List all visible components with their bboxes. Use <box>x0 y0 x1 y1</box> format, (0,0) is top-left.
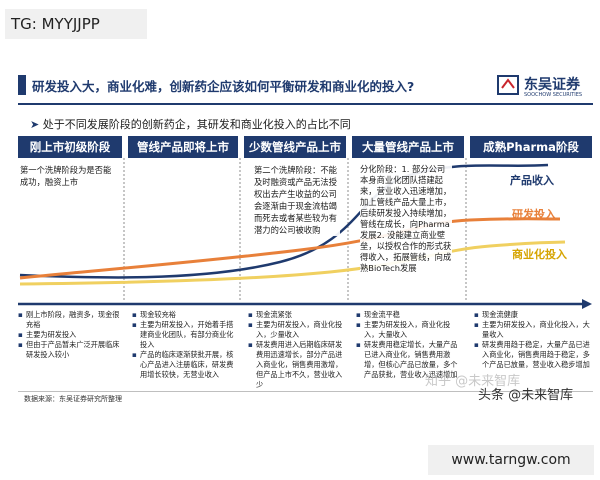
bullets-stage-3: 现金流紧张 主要为研发投入，商业化投入，少量收入 研发费用进入后期临床研发费用迅… <box>248 310 344 390</box>
series-label-product-revenue: 产品收入 <box>510 174 554 187</box>
header-divider <box>18 103 593 105</box>
stage-box-3: 分化阶段：1. 部分公司本身商业化团队搭建起来，营业收入迅速增加，加上管线产品大… <box>360 164 452 274</box>
bullet-item: 研发费用趋于稳定，大量产品已进入商业化，销售费用趋于稳定，多个产品已放量，营业收… <box>474 340 590 370</box>
logo-subtext: SOOCHOW SECURITIES <box>524 92 583 98</box>
bullets-stage-5: 现金流健康 主要为研发投入，商业化投入，大量收入 研发费用趋于稳定，大量产品已进… <box>474 310 590 370</box>
footer-divider <box>18 391 593 392</box>
bullet-item: 主要为研发投入，商业化投入，大量收入 <box>474 320 590 340</box>
telegram-tag: TG: MYYJJPP <box>5 9 147 39</box>
stage-header-4: 大量管线产品上市 <box>352 136 464 158</box>
bullet-item: 刚上市阶段，融资多，现金很充裕 <box>18 310 122 330</box>
bullets-stage-1: 刚上市阶段，融资多，现金很充裕 主要为研发投入 但由于产品暂未广泛开展临床研发投… <box>18 310 122 360</box>
subtitle: ➤ 处于不同发展阶段的创新药企，其研发和商业化投入的占比不同 <box>30 116 351 132</box>
stage-header-2: 管线产品即将上市 <box>128 136 238 158</box>
bullet-item: 研发费用稳定增长，大量产品已进入商业化，销售费用激增，但核心产品已放量，多个产品… <box>356 340 462 380</box>
watermark-zhihu: 知乎 @未来智库 <box>425 374 521 389</box>
bullet-item: 现金较充裕 <box>132 310 238 320</box>
bullets-stage-4: 现金流平稳 主要为研发投入，商业化投入，大量收入 研发费用稳定增长，大量产品已进… <box>356 310 462 380</box>
logo-icon <box>497 75 519 95</box>
bullets-stage-2: 现金较充裕 主要为研发投入，开始着手搭建商业化团队，有部分商业化投入 产品的临床… <box>132 310 238 380</box>
chevron-right-icon: ➤ <box>30 118 40 131</box>
bullet-item: 现金流紧张 <box>248 310 344 320</box>
series-label-rd-investment: 研发投入 <box>512 208 556 221</box>
bullet-item: 产品的临床逐渐获批开展，核心产品进入注册临床，研发费用增长较快，无营业收入 <box>132 350 238 380</box>
series-label-commercial-investment: 商业化投入 <box>512 248 567 261</box>
bullet-item: 主要为研发投入 <box>18 330 122 340</box>
page-title: 研发投入大，商业化难，创新药企应该如何平衡研发和商业化的投入? <box>32 79 415 94</box>
stage-box-1: 第一个洗牌阶段为是否能成功，融资上市 <box>20 164 116 188</box>
logo: 东吴证券 SOOCHOW SECURITIES <box>496 72 596 102</box>
watermark-toutiao: 头条 @未来智库 <box>478 388 574 403</box>
timeline-arrow-icon <box>582 299 592 309</box>
stage-header-3: 少数管线产品上市 <box>244 136 346 158</box>
bullet-item: 主要为研发投入，商业化投入，大量收入 <box>356 320 462 340</box>
site-url-tag: www.tarngw.com <box>428 445 594 475</box>
bullet-item: 现金流平稳 <box>356 310 462 320</box>
source-note: 数据来源：东吴证券研究所整理 <box>24 395 122 403</box>
stage-header-5: 成熟Pharma阶段 <box>470 136 592 158</box>
stage-box-2: 第二个洗牌阶段：不能及时融资或产品无法授权出去产生收益的公司会逐渐由于现金流枯竭… <box>254 164 340 236</box>
bullet-item: 但由于产品暂未广泛开展临床研发投入较小 <box>18 340 122 360</box>
header-accent-bar <box>18 75 26 95</box>
stage-header-1: 刚上市初级阶段 <box>18 136 122 158</box>
bullet-item: 现金流健康 <box>474 310 590 320</box>
bullet-item: 主要为研发投入，开始着手搭建商业化团队，有部分商业化投入 <box>132 320 238 350</box>
logo-text: 东吴证券 <box>524 77 580 93</box>
bullet-item: 研发费用进入后期临床研发费用迅速增长，部分产品进入商业化，销售费用激增，但产品上… <box>248 340 344 390</box>
subtitle-text: 处于不同发展阶段的创新药企，其研发和商业化投入的占比不同 <box>42 118 351 131</box>
bullet-item: 主要为研发投入，商业化投入，少量收入 <box>248 320 344 340</box>
